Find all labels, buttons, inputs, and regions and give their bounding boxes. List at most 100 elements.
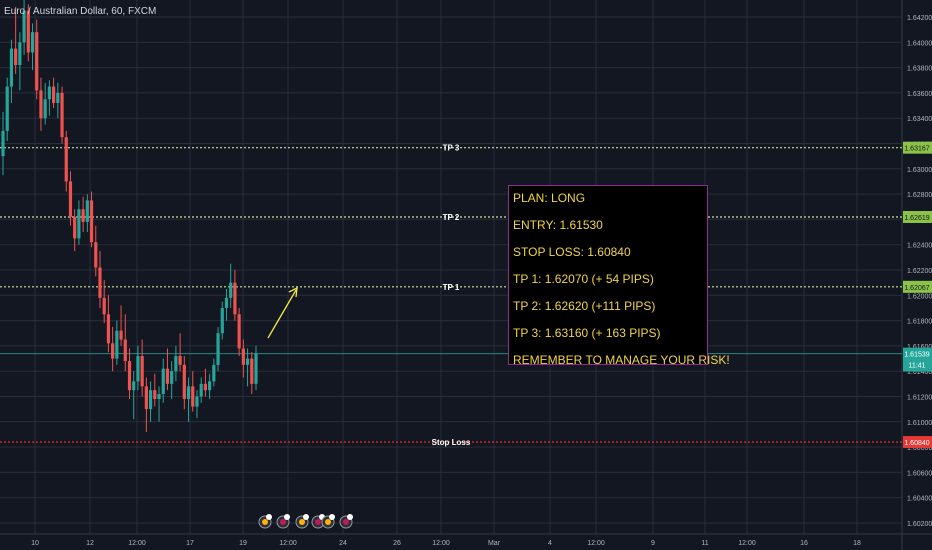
x-tick-label: 12:00	[128, 540, 146, 547]
candle-body	[216, 333, 220, 365]
candle-body	[174, 356, 178, 372]
candle-body	[245, 358, 250, 365]
candle-body	[106, 314, 111, 344]
x-tick-label: 24	[339, 540, 347, 547]
candle-body	[254, 353, 258, 384]
candle-body	[182, 364, 186, 400]
candle-body	[157, 393, 161, 400]
candle-body	[77, 209, 81, 239]
y-tick-label: 1.60400	[907, 496, 932, 503]
candle-body	[241, 348, 245, 365]
candle-body	[178, 356, 182, 365]
candle-body	[35, 32, 39, 91]
y-tick-label: 1.63800	[907, 66, 932, 73]
current-price-badge-text: 1.61539	[904, 352, 929, 359]
stop-loss-label: Stop Loss	[432, 438, 471, 447]
candle-body	[56, 92, 60, 104]
countdown-text: 11:41	[909, 363, 926, 370]
candle-body	[191, 386, 195, 407]
current-price-badge	[903, 347, 932, 372]
candle-body	[237, 314, 241, 349]
plan-line-tp1: TP 1: 1.62070 (+ 54 PIPS)	[513, 272, 654, 286]
candle-body	[22, 10, 26, 43]
x-tick-label: 18	[853, 540, 861, 547]
chart-title: Euro / Australian Dollar, 60, FXCM	[4, 6, 157, 17]
candle-body	[119, 330, 123, 340]
plan-line-stop-loss: STOP LOSS: 1.60840	[513, 245, 631, 259]
candle-body	[161, 368, 165, 394]
candle-body	[144, 386, 148, 410]
tp-2-label: TP 2	[443, 213, 460, 222]
y-tick-label: 1.62000	[907, 293, 932, 300]
event-count-badge	[329, 514, 335, 520]
y-tick-label: 1.61600	[907, 344, 932, 351]
tp-3-price-badge-text: 1.63167	[904, 146, 929, 153]
candle-body	[52, 86, 56, 104]
x-tick-label: 12:00	[432, 540, 450, 547]
x-tick-label: 4	[548, 540, 552, 547]
y-tick-label: 1.61400	[907, 369, 932, 376]
event-count-badge	[303, 514, 309, 520]
stop-loss-price-badge	[903, 436, 932, 449]
trade-plan-box: PLAN: LONG ENTRY: 1.61530 STOP LOSS: 1.6…	[508, 185, 730, 367]
x-tick-label: 10	[31, 540, 39, 547]
y-tick-label: 1.63600	[907, 91, 932, 98]
x-tick-label: 9	[651, 540, 655, 547]
x-tick-label: 16	[800, 540, 808, 547]
candle-body	[127, 361, 132, 391]
event-flag-icon	[280, 519, 286, 525]
x-tick-label: Mar	[488, 540, 501, 547]
x-tick-label: 12:00	[279, 540, 297, 547]
event-count-badge	[266, 514, 272, 520]
candle-body	[148, 390, 153, 410]
event-count-badge	[284, 514, 290, 520]
plan-line-tp2: TP 2: 1.62620 (+111 PIPS)	[513, 299, 656, 313]
tp-2-price-badge-text: 1.62619	[904, 215, 929, 222]
candle-body	[102, 297, 106, 315]
candle-body	[85, 200, 89, 222]
y-tick-label: 1.62400	[907, 243, 932, 250]
candle-body	[220, 307, 224, 334]
y-tick-label: 1.60800	[907, 445, 932, 452]
y-tick-label: 1.64200	[907, 15, 932, 22]
y-tick-label: 1.62800	[907, 192, 932, 199]
y-tick-label: 1.62200	[907, 268, 932, 275]
candle-body	[26, 10, 30, 53]
y-tick-label: 1.63400	[907, 116, 932, 123]
candle-body	[170, 371, 174, 384]
candle-body	[60, 92, 64, 138]
candle-body	[81, 209, 85, 222]
event-count-badge	[347, 514, 353, 520]
candle-body	[14, 48, 18, 66]
candle-body	[132, 381, 136, 391]
candle-body	[233, 282, 237, 315]
candle-body	[68, 181, 73, 217]
candle-body	[186, 386, 191, 400]
candle-body	[73, 216, 77, 239]
candle-body	[199, 383, 203, 397]
plan-line-risk-note: REMEMBER TO MANAGE YOUR RISK!	[513, 353, 730, 367]
event-flag-icon	[315, 519, 321, 525]
stop-loss-price-badge-text: 1.60840	[904, 440, 929, 447]
candle-body	[18, 42, 22, 66]
candle-body	[115, 330, 119, 359]
candle-body	[94, 242, 98, 268]
candle-body	[111, 343, 115, 359]
y-tick-label: 1.61800	[907, 319, 932, 326]
candle-body	[47, 86, 51, 100]
candle-body	[208, 381, 212, 391]
candle-body	[98, 267, 102, 298]
candle-body	[39, 90, 43, 119]
long-direction-arrow	[267, 289, 297, 339]
y-tick-label: 1.60600	[907, 470, 932, 477]
candle-body	[89, 200, 94, 243]
y-tick-label: 1.63000	[907, 167, 932, 174]
y-tick-label: 1.61200	[907, 395, 932, 402]
candle-body	[64, 137, 68, 182]
x-tick-label: 19	[239, 540, 247, 547]
candle-body	[1, 130, 5, 157]
tp-3-price-badge	[903, 141, 932, 154]
candle-body	[43, 99, 47, 119]
